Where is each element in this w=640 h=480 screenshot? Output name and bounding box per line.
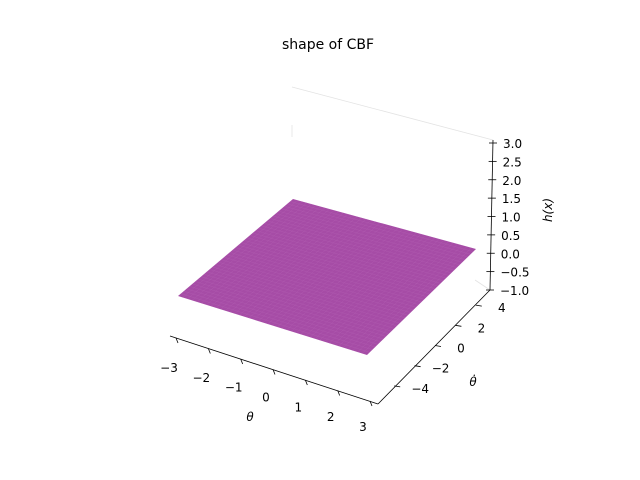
x-tick-mark	[369, 400, 373, 407]
surface-mesh-line	[290, 201, 474, 252]
x-tick-label: 3	[359, 420, 367, 434]
y-tick-mark	[414, 365, 421, 368]
y-tick-label: 0	[457, 342, 465, 356]
back-pane-floor-edge	[474, 279, 491, 291]
z-tick-label: 0.5	[501, 229, 520, 243]
y-axis-label: θ̇	[469, 374, 477, 389]
y-tick-label: 2	[478, 321, 486, 335]
surface-mesh-line	[278, 210, 463, 263]
surface-mesh-line	[343, 242, 454, 348]
x-tick-mark	[337, 390, 341, 396]
surface-mesh-line	[324, 237, 435, 342]
x-tick-mark	[175, 337, 179, 344]
z-tick-label: 1.0	[502, 211, 521, 225]
surface-mesh-line	[333, 240, 445, 345]
y-tick-mark	[394, 385, 401, 388]
surface-mesh-line	[281, 226, 394, 329]
x-axis-label: θ	[246, 410, 254, 424]
z-axis: −1.0 −0.5 0.0 0.5 1.0 1.5 2.0 2.5 3.0	[486, 137, 530, 298]
y-tick-mark	[475, 304, 482, 307]
y-tick-mark	[455, 324, 462, 327]
z-tick-label: 0.0	[501, 247, 520, 261]
z-tick-label: 1.5	[502, 192, 521, 206]
z-tick-label: 2.5	[503, 155, 522, 169]
back-pane	[291, 86, 494, 291]
x-axis: −3 −2 −1 0 1 2 3	[160, 335, 379, 434]
x-tick-label: 2	[327, 410, 335, 424]
surface-mesh-line	[281, 208, 466, 260]
x-tick-label: −1	[225, 381, 243, 395]
z-tick-label: 3.0	[503, 137, 522, 151]
surface-mesh-line	[275, 213, 460, 266]
surface-mesh-line	[296, 230, 408, 334]
y-tick-label: −2	[432, 362, 450, 376]
surface-patch	[178, 199, 476, 355]
y-axis: −4−2 024	[377, 289, 506, 405]
surface-mesh-line	[319, 236, 431, 341]
x-tick-mark	[272, 369, 276, 375]
surface-mesh-line	[286, 227, 399, 331]
surface-layer	[178, 199, 476, 355]
chart-title: shape of CBF	[282, 37, 374, 53]
surface-mesh-line	[244, 240, 430, 295]
x-tick-label: 1	[295, 400, 303, 414]
y-axis-line	[377, 289, 491, 405]
z-tick-label: −1.0	[500, 284, 529, 298]
surface-mesh-line	[267, 220, 452, 274]
surface-mesh-line	[338, 241, 449, 347]
surface-mesh-line	[261, 225, 447, 279]
x-tick-label: 0	[262, 391, 270, 405]
surface-mesh-line	[277, 225, 390, 328]
surface-mesh-line	[258, 227, 444, 281]
surface-mesh-line	[235, 247, 422, 303]
x-tick-label: −3	[160, 361, 178, 375]
back-pane-top-edge	[291, 86, 494, 141]
z-axis-label: h(x)	[541, 198, 555, 222]
surface-mesh-line	[252, 232, 438, 287]
y-tick-label: 4	[498, 301, 506, 315]
surface-mesh-line	[238, 244, 425, 300]
surface-mesh-line	[284, 206, 468, 258]
x-tick-mark	[304, 379, 308, 386]
surface-mesh-line	[357, 246, 467, 353]
surface-mesh-line	[314, 235, 426, 339]
y-tick-label: −4	[411, 382, 429, 396]
x-tick-label: −2	[192, 371, 210, 385]
x-tick-mark	[207, 348, 211, 354]
surface-mesh-line	[291, 228, 403, 332]
surface-mesh-line	[347, 243, 458, 350]
surface-mesh-line	[305, 232, 417, 336]
x-axis-line	[169, 335, 379, 405]
z-tick-label: 2.0	[502, 174, 521, 188]
surface-mesh-line	[310, 233, 422, 338]
surface-mesh-line	[272, 215, 457, 268]
surface-mesh-line	[255, 230, 441, 284]
z-axis-line	[489, 139, 494, 291]
x-tick-mark	[240, 358, 244, 365]
surface-mesh-line	[362, 247, 472, 354]
surface-mesh-line	[269, 218, 455, 271]
z-tick-label: −0.5	[500, 266, 529, 280]
y-tick-mark	[434, 345, 442, 347]
surface-mesh-line	[300, 231, 413, 335]
surface-mesh-line	[329, 238, 440, 344]
surface-mesh-line	[352, 245, 463, 351]
surface-mesh-line	[264, 223, 449, 276]
surface-mesh-line	[249, 235, 436, 289]
surface-mesh-line	[287, 203, 471, 255]
surface-mesh-line	[241, 242, 427, 297]
surface-mesh-line	[246, 237, 433, 292]
